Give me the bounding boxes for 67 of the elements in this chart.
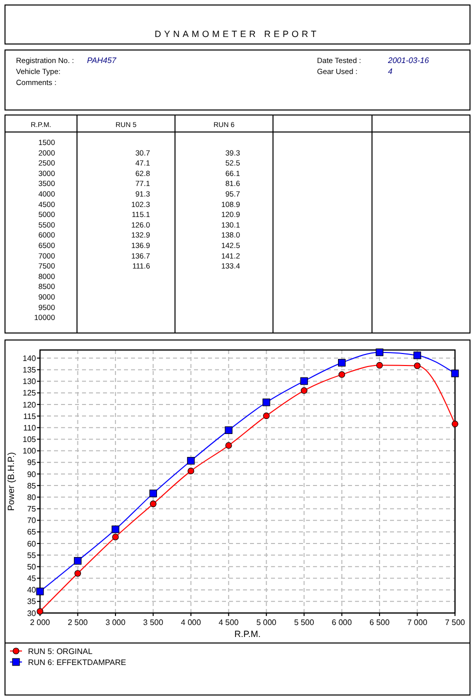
x-tick-label: 7 500 — [444, 618, 466, 627]
x-axis-title: R.P.M. — [234, 629, 261, 639]
x-tick-label: 7 000 — [407, 618, 428, 627]
y-tick-label: 125 — [22, 388, 37, 398]
text: 2001-03-16 — [387, 56, 430, 65]
point — [300, 377, 308, 385]
x-tick-label: 3 000 — [105, 618, 126, 627]
point — [36, 588, 44, 596]
point — [376, 348, 384, 356]
y-tick-label: 80 — [27, 492, 37, 502]
text: PAH457 — [87, 56, 117, 65]
y-tick-label: 60 — [27, 539, 37, 548]
point — [451, 370, 459, 378]
x-tick-label: 6 000 — [332, 618, 352, 627]
legend-label: RUN 5: ORGINAL — [28, 646, 94, 656]
text: 4 — [388, 67, 393, 76]
point — [36, 608, 44, 615]
y-tick-label: 70 — [27, 516, 37, 526]
y-tick-label: 35 — [27, 597, 37, 606]
x-tick-label: 5 000 — [256, 618, 277, 627]
point — [150, 500, 156, 508]
point — [414, 362, 421, 370]
point — [300, 387, 308, 394]
x-tick-label: 2 000 — [30, 618, 51, 627]
x-tick-label: 3 500 — [143, 618, 164, 627]
y-tick-label: 65 — [27, 528, 37, 537]
y-tick-label: 130 — [22, 377, 37, 386]
point — [112, 526, 120, 534]
y-tick-label: 85 — [27, 481, 37, 490]
point — [74, 557, 82, 565]
point — [225, 442, 232, 449]
point — [376, 362, 383, 369]
point — [263, 412, 270, 420]
y-tick-label: 95 — [27, 458, 37, 468]
x-tick-label: 6 500 — [370, 618, 390, 627]
point — [452, 420, 458, 428]
x-tick-label: 4 000 — [180, 618, 202, 627]
chart-title: DYNAMOMETER REPORT — [154, 29, 320, 39]
x-tick-label: 2 500 — [68, 618, 88, 627]
y-tick-label: 90 — [27, 470, 37, 479]
y-tick-label: 75 — [27, 504, 37, 514]
y-tick-label: 105 — [22, 435, 37, 444]
y-tick-label: 40 — [27, 586, 37, 595]
y-tick-label: 45 — [27, 574, 37, 584]
y-tick-label: 120 — [22, 400, 37, 410]
point — [338, 371, 346, 378]
point — [74, 570, 82, 577]
y-tick-label: 50 — [27, 562, 37, 572]
y-tick-label: 30 — [27, 608, 37, 618]
y-tick-label: 110 — [23, 423, 37, 432]
point — [224, 426, 232, 434]
point — [338, 358, 346, 367]
x-tick-label: 4 500 — [218, 618, 240, 627]
point — [413, 352, 422, 360]
y-tick-label: 100 — [22, 446, 37, 456]
point — [187, 456, 195, 465]
legend-label: RUN 6: EFFEKTDAMPARE — [28, 658, 126, 667]
point — [188, 468, 194, 474]
point — [262, 398, 270, 406]
y-tick-label: 55 — [27, 550, 37, 560]
point — [112, 534, 119, 540]
x-tick-label: 5 500 — [294, 618, 315, 627]
y-tick-label: 135 — [22, 365, 37, 374]
point — [149, 490, 157, 498]
y-tick-label: 115 — [23, 412, 37, 421]
y-axis-title: Power (B.H.P.) — [6, 452, 16, 511]
y-tick-label: 140 — [22, 354, 37, 363]
